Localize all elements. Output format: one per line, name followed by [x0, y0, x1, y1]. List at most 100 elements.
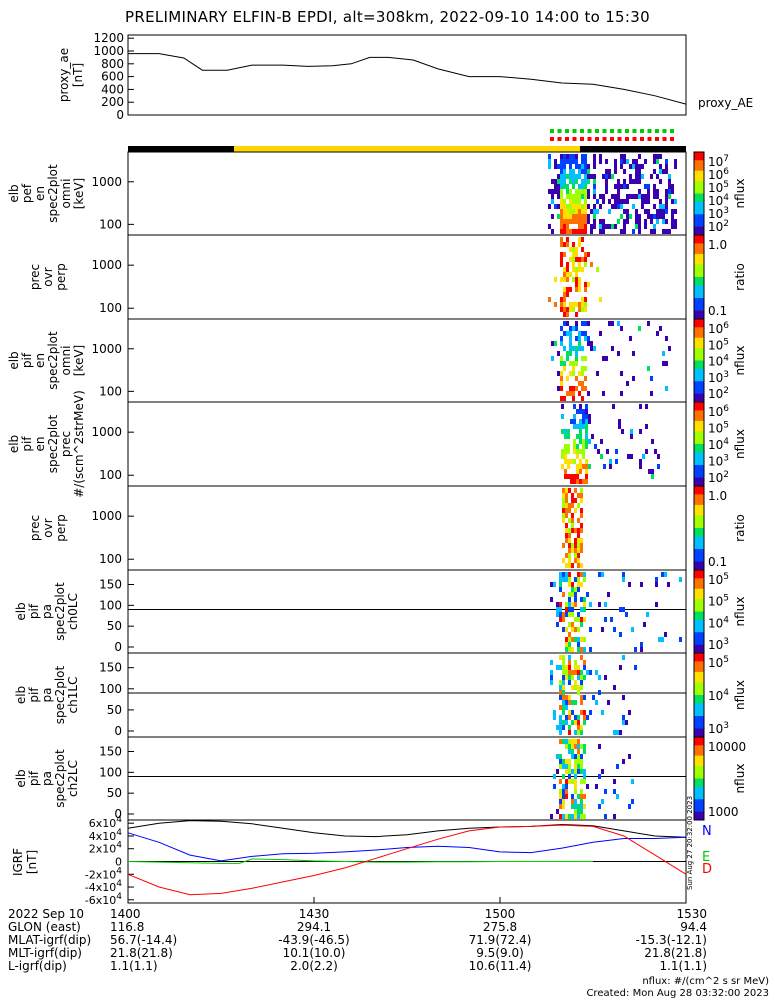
spectrogram-cell	[577, 809, 580, 814]
colorbar-segment	[694, 441, 704, 445]
spectrogram-cell	[565, 720, 568, 725]
spectrogram-cell	[577, 769, 580, 774]
spectrogram-cell	[584, 257, 587, 262]
colorbar-segment	[694, 418, 704, 422]
colorbar-segment	[694, 197, 704, 201]
spectrogram-cell	[571, 498, 574, 503]
colorbar-segment	[694, 249, 704, 253]
spectrogram-cell	[565, 715, 568, 720]
flag-green	[580, 129, 584, 133]
spectrogram-cell	[598, 602, 601, 607]
colorbar-tick-label: 1000	[708, 805, 739, 819]
colorbar-segment	[694, 628, 704, 631]
spectrogram-cell	[630, 454, 633, 459]
spectrogram-cell	[550, 597, 553, 602]
spectrogram-cell	[638, 229, 641, 234]
spectrogram-cell	[563, 361, 566, 366]
spectrogram-cell	[630, 429, 633, 434]
spectrogram-cell	[622, 577, 625, 582]
colorbar-segment	[694, 611, 704, 615]
flag-red	[655, 137, 659, 141]
spectrogram-cell	[653, 154, 656, 159]
colorbar-tick-label: 0.1	[708, 304, 727, 318]
spectrogram-cell	[573, 444, 576, 449]
spectrogram-cell	[593, 209, 596, 214]
spectrogram-cell	[582, 444, 585, 449]
spectrogram-cell	[653, 214, 656, 219]
colorbar-segment	[694, 285, 704, 288]
spectrogram-cell	[575, 272, 578, 277]
spectrogram-cell	[632, 204, 635, 209]
spectrogram-cell	[560, 376, 563, 381]
colorbar-tick-label: 104	[708, 354, 729, 369]
spectrogram-cell	[571, 670, 574, 675]
spectrogram-cell	[617, 351, 620, 356]
spectrogram-cell	[644, 184, 647, 189]
spectrogram-cell	[563, 292, 566, 297]
spectrogram-cell	[662, 169, 665, 174]
spectrogram-cell	[557, 164, 560, 169]
colorbar-segment	[694, 513, 704, 516]
spectrogram-cell	[581, 356, 584, 361]
spectrogram-cell	[573, 424, 576, 429]
flag-red	[610, 137, 614, 141]
spectrogram-cell	[642, 454, 645, 459]
spectrogram-cell	[565, 642, 568, 647]
flag-green	[610, 129, 614, 133]
colorbar-segment	[694, 377, 704, 380]
spectrogram-cell	[583, 769, 586, 774]
spectrogram-cell	[554, 164, 557, 169]
spectrogram-frame	[127, 569, 687, 654]
spectrogram-ytick-label: 100	[99, 765, 122, 779]
spectrogram-cell	[593, 194, 596, 199]
spectrogram-cell	[584, 204, 587, 209]
spectrogram-cell	[569, 336, 572, 341]
spectrogram-cell	[565, 513, 568, 518]
spectrogram-cell	[583, 607, 586, 612]
spectrogram-cell	[559, 739, 562, 744]
colorbar-tick-label: 105	[708, 572, 729, 587]
colorbar-segment	[694, 331, 704, 335]
spectrogram-cell	[571, 602, 574, 607]
spectrogram-ytick-label: 1000	[91, 342, 122, 356]
spectrogram-cell	[608, 199, 611, 204]
colorbar-segment	[694, 465, 704, 468]
spectrogram-cell	[656, 219, 659, 224]
units-note: nflux: #/(cm^2 s sr MeV)	[642, 976, 769, 987]
colorbar-segment	[694, 588, 704, 592]
spectrogram-cell	[550, 814, 553, 819]
spectrogram-cell	[596, 199, 599, 204]
spectrogram-cell	[607, 592, 610, 597]
spectrogram-cell	[559, 730, 562, 735]
spectrogram-cell	[577, 670, 580, 675]
spectrogram-cell	[577, 754, 580, 759]
spectrogram-cell	[638, 219, 641, 224]
spectrogram-cell	[645, 424, 648, 429]
spectrogram-cell	[576, 479, 579, 484]
spectrogram-cell	[563, 307, 566, 312]
spectrogram-cell	[560, 194, 563, 199]
spectrogram-cell	[580, 493, 583, 498]
spectrogram-cell	[583, 804, 586, 809]
colorbar-segment	[694, 642, 704, 646]
colorbar-segment	[694, 387, 704, 391]
spectrogram-cell	[604, 602, 607, 607]
spectrogram-cell	[571, 587, 574, 592]
spectrogram-cell	[575, 179, 578, 184]
spectrogram-cell	[581, 302, 584, 307]
spectrogram-cell	[590, 174, 593, 179]
colorbar-label: ratio	[733, 263, 747, 291]
spectrogram-cell	[588, 464, 591, 469]
spectrogram-cell	[559, 690, 562, 695]
colorbar-segment	[694, 395, 704, 399]
spectrogram-cell	[581, 184, 584, 189]
spectrogram-cell	[584, 174, 587, 179]
spectrogram-ylabel: ch1LC	[66, 677, 80, 714]
spectrogram-cell	[578, 242, 581, 247]
spectrogram-cell	[562, 488, 565, 493]
spectrogram-cell	[583, 675, 586, 680]
spectrogram-cell	[632, 351, 635, 356]
spectrogram-cell	[562, 690, 565, 695]
spectrogram-cell	[566, 242, 569, 247]
spectrogram-cell	[580, 647, 583, 652]
